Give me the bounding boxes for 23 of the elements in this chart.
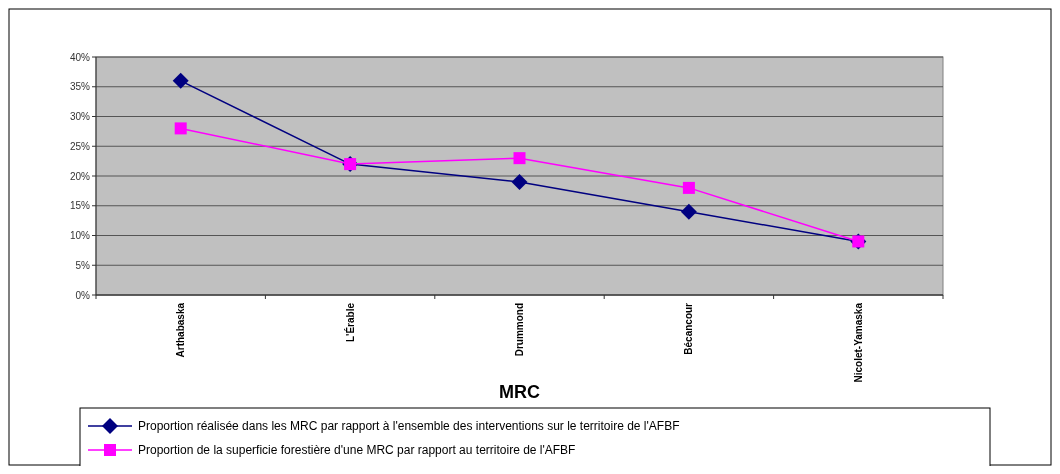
- point: [513, 152, 526, 165]
- y-tick-label: 20%: [69, 170, 91, 182]
- y-tick-label: 35%: [69, 81, 91, 93]
- point: [174, 122, 187, 135]
- x-tick-label: Bécancour: [683, 302, 695, 355]
- x-tick-label: L'Érable: [343, 302, 356, 343]
- legend-label: Proportion de la superficie forestière d'une MRC par rapport au territoire de l'AFBF: [138, 443, 576, 458]
- point: [680, 203, 697, 220]
- y-tick-label: 40%: [69, 51, 91, 63]
- x-tick-label: Drummond: [514, 303, 525, 357]
- point: [172, 72, 189, 89]
- point: [682, 181, 695, 194]
- y-tick-label: 30%: [69, 111, 91, 122]
- y-tick-label: 25%: [69, 140, 91, 152]
- x-tick-label: Nicolet-Yamaska: [852, 302, 864, 383]
- y-tick-label: 10%: [69, 230, 91, 241]
- legend-label: Proportion réalisée dans les MRC par rapport à l'ensemble des interventions sur le territoire de l'AFBF: [138, 419, 680, 434]
- x-tick-label: Arthabaska: [175, 302, 187, 358]
- y-tick-label: 15%: [69, 200, 91, 212]
- y-tick-label: 0%: [75, 289, 91, 301]
- point: [511, 173, 528, 190]
- x-axis-title: MRC: [499, 382, 540, 402]
- y-tick-label: 5%: [75, 259, 91, 271]
